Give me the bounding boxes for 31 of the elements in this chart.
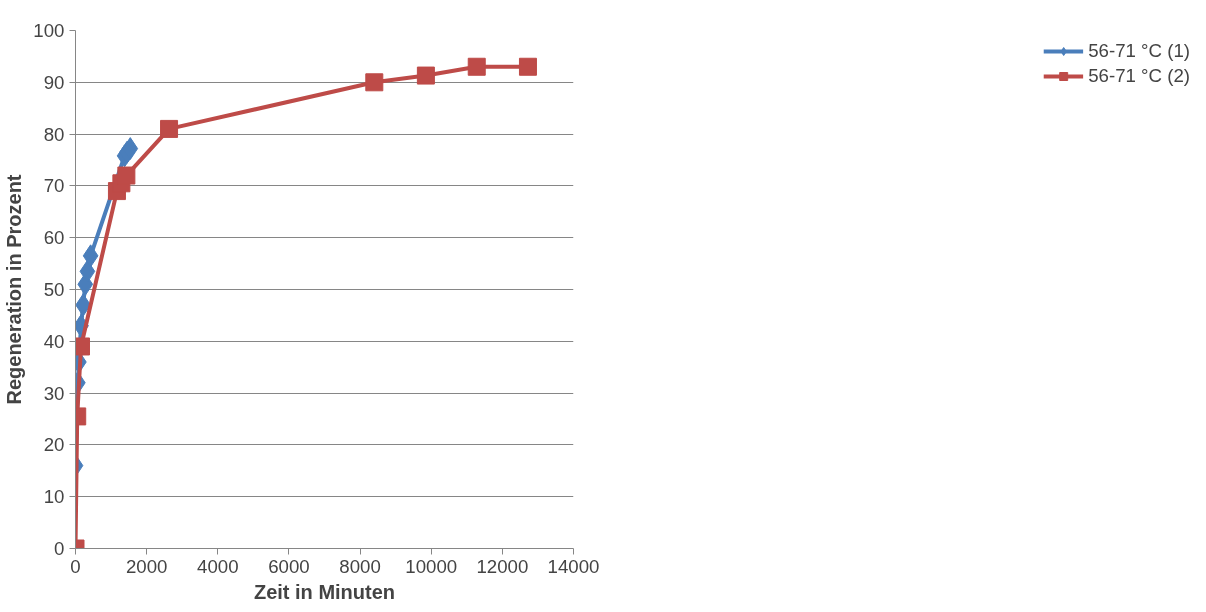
point [79,259,96,283]
point [416,66,435,85]
x-tick-label: 8000 [339,555,381,577]
x-tick-label: 6000 [268,555,310,577]
x-tick-label: 4000 [197,555,239,577]
point [518,57,537,76]
x-tick-label: 2000 [125,555,168,577]
point [365,73,384,92]
y-tick-label: 0 [54,538,65,559]
x-tick-label: 14000 [547,555,600,577]
legend-label: 56-71 °C (1) [1088,40,1190,62]
y-tick-label: 30 [43,382,65,404]
y-tick-label: 50 [43,279,65,300]
y-tick-label: 60 [43,227,65,249]
x-tick-label: 0 [70,555,81,577]
y-tick-label: 40 [43,330,65,352]
y-tick-label: 70 [43,175,65,197]
legend-label: 56-71 °C (2) [1088,65,1190,87]
y-tick-label: 100 [33,20,65,41]
x-tick-label: 10000 [405,555,458,577]
y-tick-label: 80 [43,123,65,145]
point [467,57,486,76]
y-tick-label: 90 [43,71,65,93]
x-tick-label: 12000 [476,555,529,577]
point [160,119,179,138]
point [82,244,99,268]
y-tick-label: 10 [43,486,65,508]
x-axis-title: Zeit in Minuten [253,580,396,603]
y-axis-title: Regeneration in Prozent [3,174,26,405]
point [117,166,136,185]
y-tick-label: 20 [43,434,65,456]
